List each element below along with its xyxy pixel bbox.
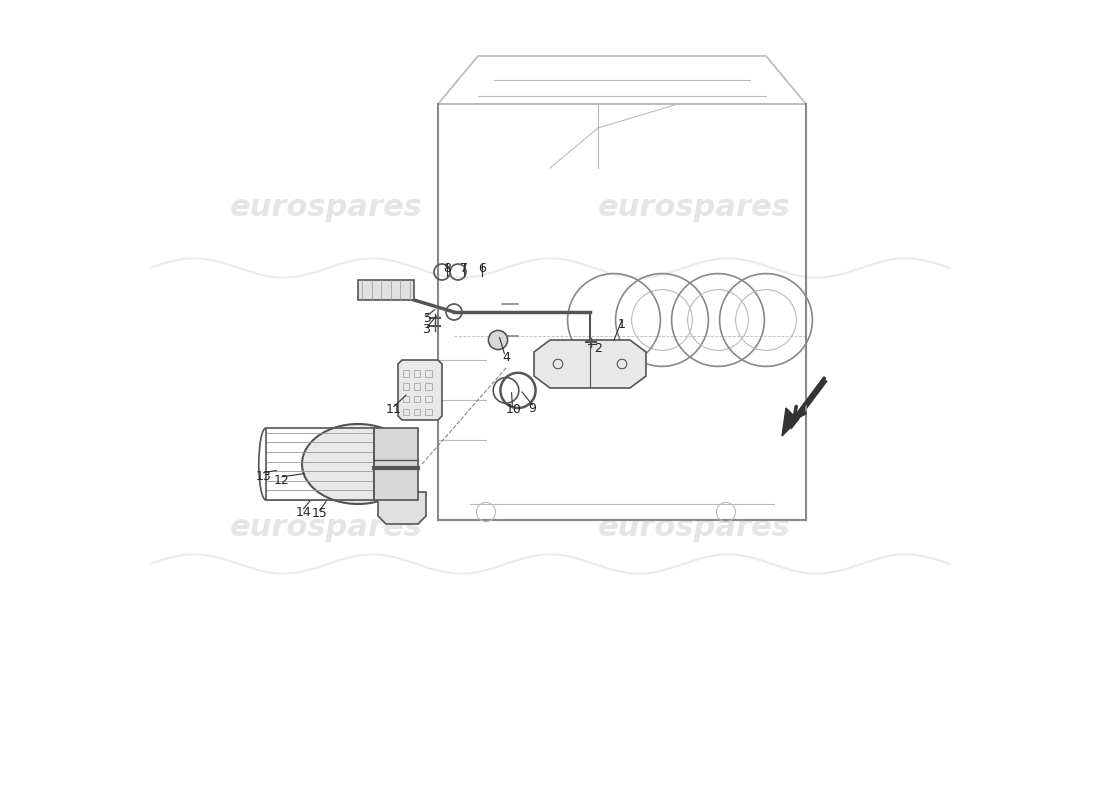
Polygon shape bbox=[358, 280, 414, 300]
Text: 6: 6 bbox=[478, 262, 486, 274]
Text: 14: 14 bbox=[296, 506, 311, 518]
Bar bbox=[403, 409, 409, 415]
Polygon shape bbox=[782, 408, 797, 436]
Ellipse shape bbox=[302, 424, 414, 504]
Bar bbox=[426, 396, 431, 402]
Bar bbox=[403, 396, 409, 402]
Bar bbox=[426, 383, 431, 390]
Polygon shape bbox=[378, 492, 426, 524]
Text: eurospares: eurospares bbox=[230, 194, 422, 222]
Bar bbox=[414, 396, 420, 402]
Polygon shape bbox=[534, 340, 646, 388]
Text: 15: 15 bbox=[311, 507, 328, 520]
Bar bbox=[414, 383, 420, 390]
Text: 3: 3 bbox=[422, 323, 430, 336]
Text: 2: 2 bbox=[594, 342, 602, 354]
Text: 1: 1 bbox=[618, 318, 626, 330]
Text: 11: 11 bbox=[386, 403, 402, 416]
Circle shape bbox=[488, 330, 507, 350]
Polygon shape bbox=[374, 428, 418, 500]
Text: 8: 8 bbox=[443, 262, 451, 274]
Bar bbox=[426, 370, 431, 377]
Text: eurospares: eurospares bbox=[597, 514, 791, 542]
Bar bbox=[403, 370, 409, 377]
Text: 5: 5 bbox=[424, 312, 431, 325]
Bar bbox=[403, 383, 409, 390]
Polygon shape bbox=[398, 360, 442, 420]
Text: eurospares: eurospares bbox=[597, 194, 791, 222]
Text: 10: 10 bbox=[506, 403, 521, 416]
Text: 13: 13 bbox=[255, 470, 272, 482]
Bar bbox=[414, 409, 420, 415]
Text: 4: 4 bbox=[502, 351, 510, 364]
Text: eurospares: eurospares bbox=[230, 514, 422, 542]
Bar bbox=[426, 409, 431, 415]
Text: 12: 12 bbox=[274, 474, 290, 486]
Text: 9: 9 bbox=[528, 402, 537, 414]
Bar bbox=[414, 370, 420, 377]
Text: 7: 7 bbox=[461, 262, 469, 274]
